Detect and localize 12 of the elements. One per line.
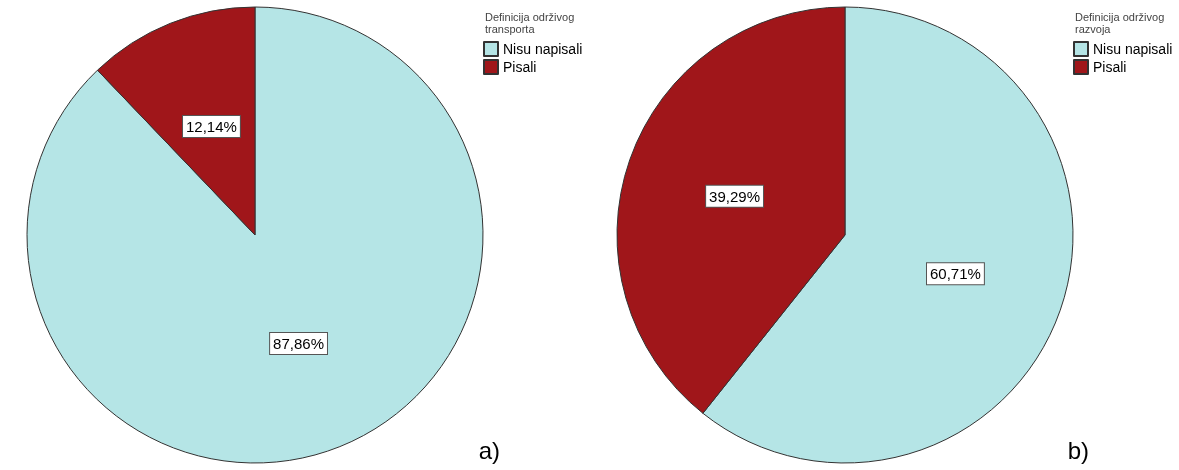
data-label: 39,29% <box>709 187 760 205</box>
legend-label: Nisu napisali <box>503 41 583 57</box>
data-label: 87,86% <box>273 335 324 353</box>
legend-label: Pisali <box>1093 59 1127 75</box>
data-label: 12,14% <box>186 117 237 135</box>
text: a) <box>478 436 500 464</box>
data-label: 60,71% <box>930 265 981 283</box>
legend-label: Nisu napisali <box>1093 41 1173 57</box>
legend-title: Definicija održivog razvoja <box>1075 11 1168 35</box>
legend-label: Pisali <box>503 59 537 75</box>
legend-title: Definicija održivog transporta <box>485 11 578 35</box>
text: b) <box>1067 436 1089 464</box>
